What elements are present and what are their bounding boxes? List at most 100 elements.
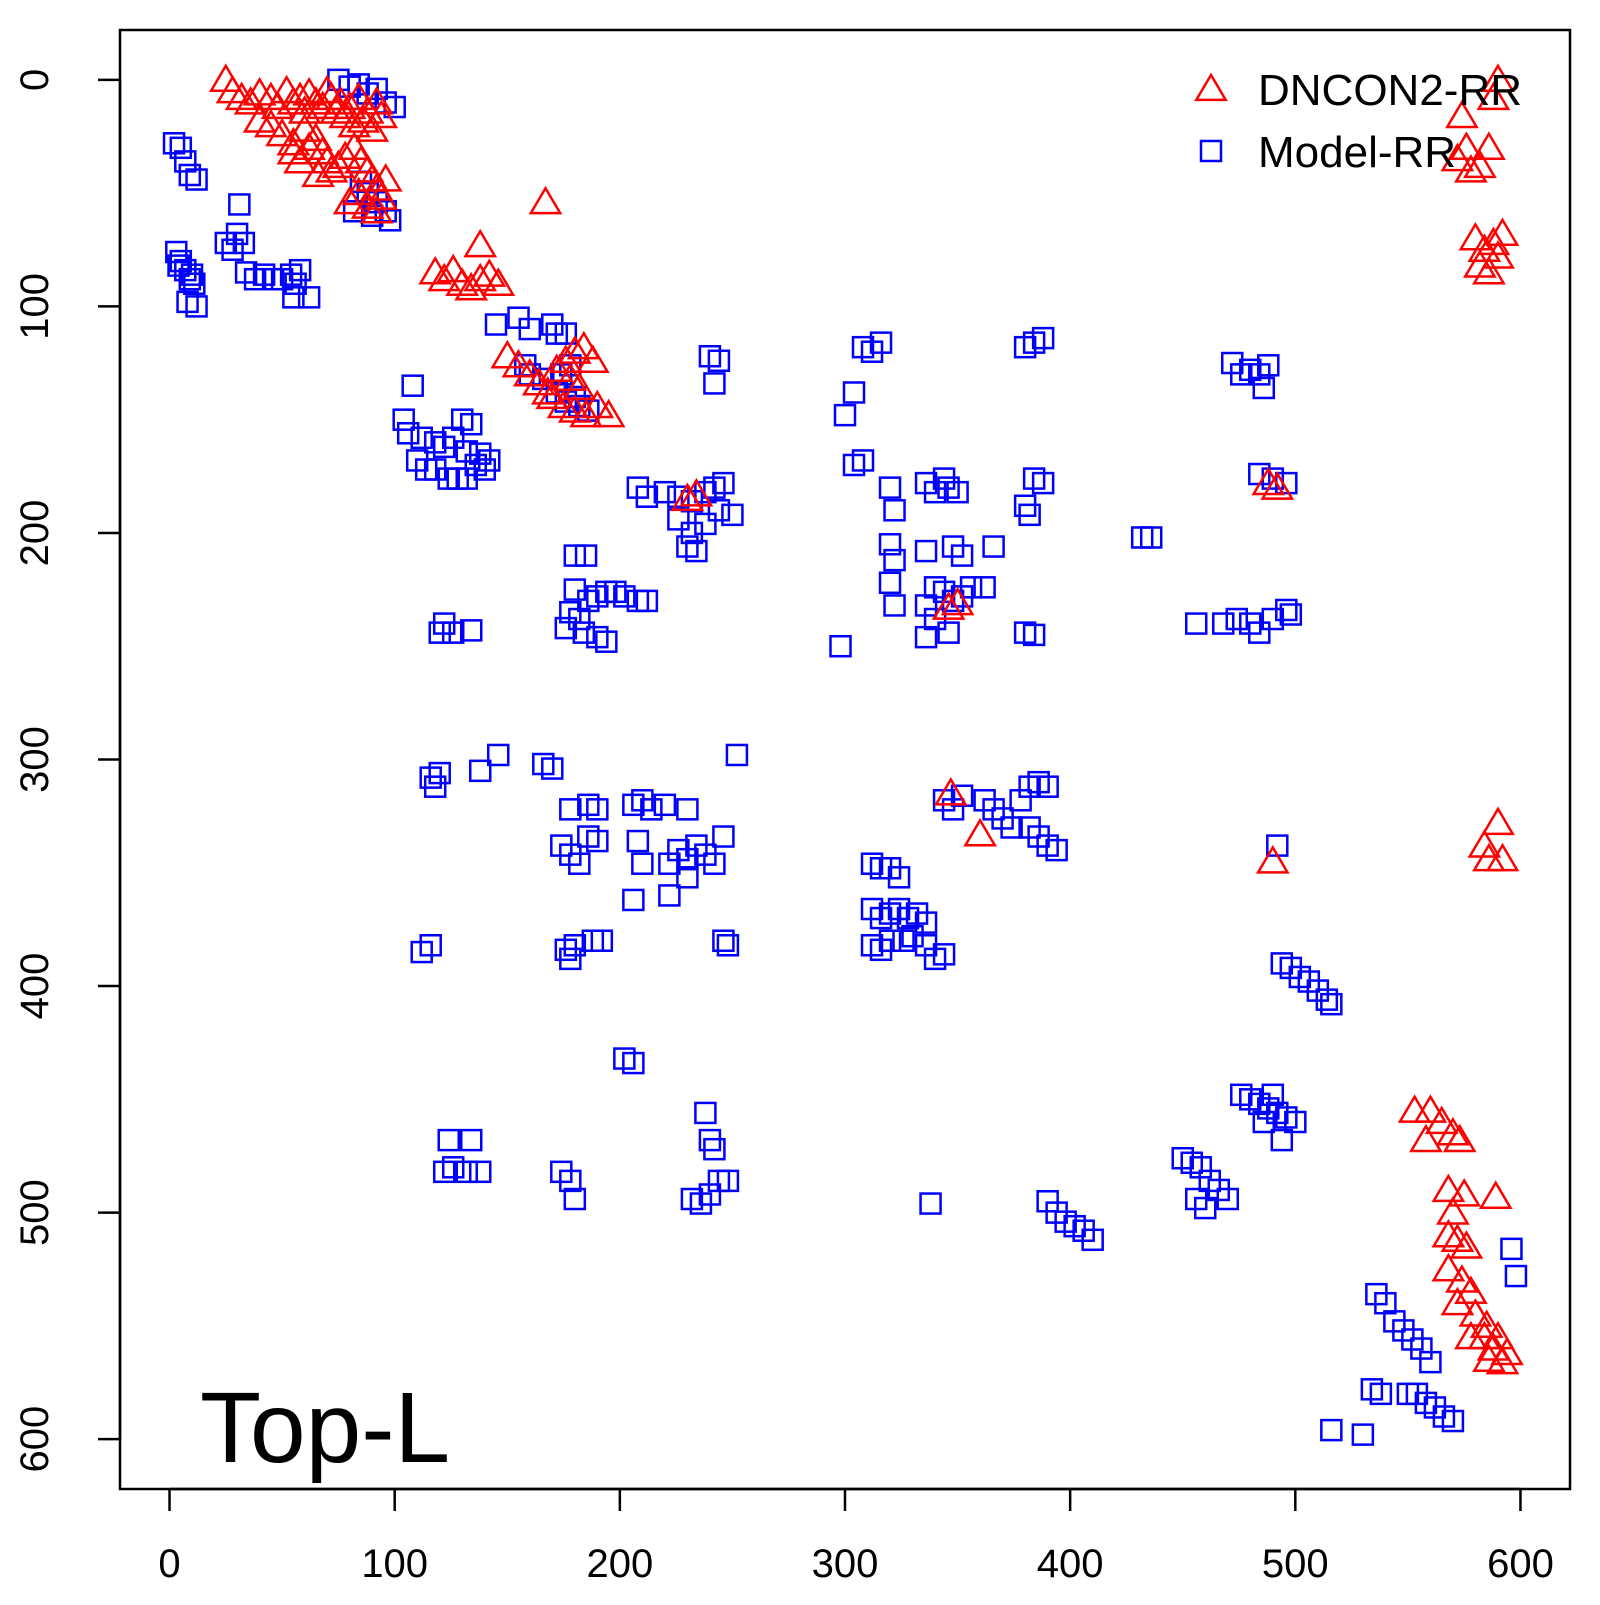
legend-marker <box>1194 72 1228 102</box>
model-rr-point <box>228 193 251 216</box>
x-tick-label: 200 <box>586 1542 653 1586</box>
dncon2-rr-point <box>1436 1116 1470 1146</box>
model-rr-point <box>282 286 305 309</box>
model-rr-point <box>622 1051 645 1075</box>
dncon2-rr-point <box>292 131 326 160</box>
model-rr-point <box>487 743 510 767</box>
dncon2-rr-point <box>670 482 705 512</box>
model-rr-point <box>1369 1382 1393 1406</box>
model-rr-point <box>162 132 186 155</box>
model-rr-point <box>622 888 645 912</box>
dncon2-rr-point <box>1458 1298 1493 1327</box>
model-rr-point <box>185 168 208 191</box>
dncon2-rr-point <box>575 344 610 373</box>
dncon2-rr-point <box>1397 1094 1432 1123</box>
model-rr-point <box>459 412 483 436</box>
dncon2-rr-point <box>233 86 268 115</box>
model-rr-point <box>563 934 587 957</box>
model-rr-point <box>1504 1264 1528 1288</box>
dncon2-rr-point <box>265 117 299 147</box>
dncon2-rr-point <box>679 477 714 507</box>
dncon2-rr-point <box>463 262 498 292</box>
model-rr-point <box>586 798 609 821</box>
model-rr-point <box>950 784 974 807</box>
model-rr-point <box>1139 526 1163 549</box>
dncon2-rr-point <box>569 398 603 428</box>
dncon2-rr-point <box>1472 255 1506 285</box>
model-rr-point <box>563 544 587 567</box>
model-rr-point <box>1320 1418 1343 1442</box>
dncon2-rr-point <box>321 149 356 179</box>
model-rr-point <box>658 884 681 907</box>
model-rr-point <box>410 426 433 450</box>
dncon2-rr-point <box>1442 1123 1477 1153</box>
dncon2-rr-point <box>933 777 968 806</box>
dncon2-rr-point <box>1485 1345 1520 1375</box>
model-rr-point <box>428 621 451 644</box>
model-rr-point <box>1279 603 1303 626</box>
model-rr-point <box>919 1192 942 1215</box>
dncon2-rr-point <box>591 398 626 428</box>
model-rr-point <box>401 374 424 397</box>
dncon2-rr-point <box>931 591 966 620</box>
model-rr-point <box>851 449 875 472</box>
model-rr-point <box>932 943 956 966</box>
model-rr-point <box>878 929 902 952</box>
model-rr-point <box>685 539 708 563</box>
model-rr-point <box>468 1160 492 1184</box>
dncon2-rr-point <box>1255 844 1290 874</box>
model-rr-point <box>590 929 614 952</box>
y-tick-label: 300 <box>13 726 57 793</box>
model-rr-point <box>1248 621 1271 644</box>
model-rr-point <box>559 1169 582 1193</box>
model-rr-point <box>1351 1423 1375 1446</box>
dncon2-rr-point <box>364 99 399 129</box>
dncon2-rr-point <box>1409 1123 1443 1153</box>
model-rr-point <box>1270 1128 1294 1152</box>
model-rr-point <box>423 775 447 798</box>
model-rr-point <box>1081 1228 1104 1252</box>
model-rr-point <box>676 866 699 889</box>
dncon2-rr-point <box>359 86 394 115</box>
dncon2-rr-point <box>490 339 525 369</box>
model-rr-point <box>441 621 465 644</box>
model-rr-point <box>297 286 321 309</box>
dncon2-rr-point <box>562 371 597 401</box>
model-rr-point <box>712 929 735 952</box>
legend-label: DNCON2-RR <box>1258 66 1522 115</box>
model-rr-point <box>178 267 202 291</box>
model-rr-point <box>937 621 960 644</box>
model-rr-point <box>1261 1083 1285 1107</box>
model-rr-point <box>1184 612 1208 635</box>
legend: DNCON2-RR Model-RR <box>1194 66 1522 177</box>
legend-marker <box>1199 139 1223 163</box>
x-tick-label: 100 <box>361 1542 428 1586</box>
dncon2-rr-point <box>1476 226 1511 256</box>
y-axis: 0 100 200 300 400 500 600 <box>13 69 122 1473</box>
dncon2-rr-point <box>481 267 516 296</box>
dncon2-rr-point <box>1467 829 1502 858</box>
dncon2-rr-point <box>963 817 997 847</box>
model-rr-point <box>1036 775 1059 798</box>
y-tick-label: 600 <box>13 1406 57 1473</box>
model-rr-point <box>842 381 866 404</box>
model-rr-point <box>703 1137 726 1161</box>
dncon2-rr-point <box>1472 1343 1506 1373</box>
model-rr-point <box>914 539 938 563</box>
model-rr-point <box>284 272 307 295</box>
model-rr-point <box>468 759 492 783</box>
y-tick-label: 200 <box>13 500 57 567</box>
dncon2-rr-point <box>1431 1173 1466 1203</box>
dncon2-rr-point <box>1424 1105 1459 1135</box>
model-rr-point <box>653 480 677 504</box>
model-rr-point <box>950 544 974 567</box>
model-rr-point <box>586 829 609 853</box>
model-rr-point <box>455 1160 478 1184</box>
dncon2-rr-point <box>283 144 317 174</box>
model-rr-point <box>1216 1187 1240 1211</box>
model-rr-point <box>878 533 902 556</box>
model-rr-point <box>676 798 699 821</box>
dncon2-rr-point <box>292 76 326 106</box>
model-rr-point <box>914 911 938 934</box>
